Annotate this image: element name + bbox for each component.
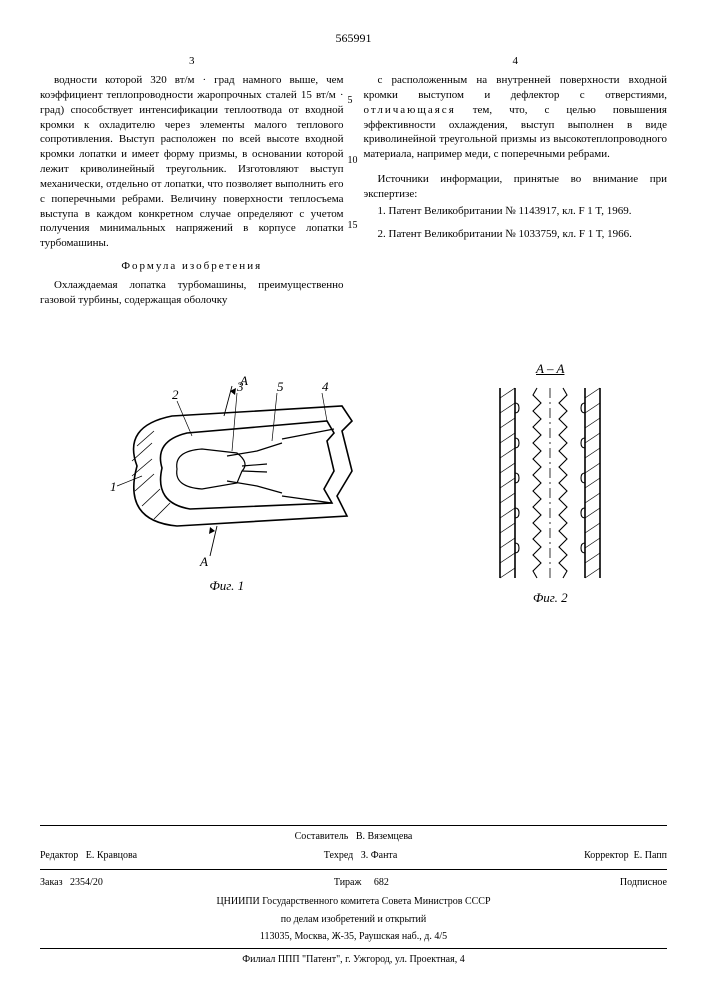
tirazh-block: Тираж 682: [334, 876, 389, 890]
figure-1: 1 2 3 5 4 A A Фиг. 1: [82, 371, 372, 595]
formula-title: Формула изобретения: [40, 259, 344, 274]
distinguishing-word: отличающаяся: [364, 104, 456, 116]
right-col-number: 4: [364, 54, 668, 69]
footer-rule-3: [40, 948, 667, 949]
editor-name: Е. Кравцова: [86, 850, 137, 861]
ref-1: 1: [110, 479, 117, 494]
corrector-name: Е. Папп: [634, 850, 667, 861]
figure-1-svg: 1 2 3 5 4 A A: [82, 371, 372, 571]
right-para-1a: с расположенным на внутренней поверхност…: [364, 74, 668, 101]
org-line-2: по делам изобретений и открытий: [40, 913, 667, 927]
footer: Составитель В. Вяземцева Редактор Е. Кра…: [40, 821, 667, 971]
subscription: Подписное: [620, 876, 667, 890]
left-para-2: Охлаждаемая лопатка турбомашины, преимущ…: [40, 278, 344, 308]
source-1: 1. Патент Великобритании № 1143917, кл. …: [364, 204, 668, 219]
branch-line: Филиал ППП "Патент", г. Ужгород, ул. Про…: [40, 953, 667, 967]
order-value: 2354/20: [70, 877, 103, 888]
fig2-section-title: A – A: [475, 360, 625, 378]
section-a-bottom: A: [199, 554, 208, 569]
sources-title: Источники информации, принятые во вниман…: [364, 172, 668, 202]
right-column: 5 10 15 4 с расположенным на внутренней …: [364, 54, 668, 310]
fig2-label: Фиг. 2: [475, 589, 625, 607]
ref-2: 2: [172, 387, 179, 402]
figure-2-svg: [475, 383, 625, 583]
line-number-15: 15: [348, 219, 358, 233]
left-column: 3 водности которой 320 вт/м · град намно…: [40, 54, 344, 310]
order-block: Заказ 2354/20: [40, 876, 103, 890]
editor-label: Редактор: [40, 850, 78, 861]
ref-4: 4: [322, 379, 329, 394]
section-a-top: A: [239, 373, 248, 388]
techred-block: Техред З. Фанта: [324, 849, 398, 863]
line-number-5: 5: [348, 94, 353, 108]
editor-block: Редактор Е. Кравцова: [40, 849, 137, 863]
figures-area: 1 2 3 5 4 A A Фиг. 1 A – A: [40, 360, 667, 607]
footer-rule-2: [40, 869, 667, 870]
order-row: Заказ 2354/20 Тираж 682 Подписное: [40, 874, 667, 892]
left-para-1: водности которой 320 вт/м · град намного…: [40, 73, 344, 251]
tirazh-label: Тираж: [334, 877, 362, 888]
techred-name: З. Фанта: [361, 850, 398, 861]
right-para-1: с расположенным на внутренней поверхност…: [364, 73, 668, 162]
left-col-number: 3: [40, 54, 344, 69]
page: 565991 3 водности которой 320 вт/м · гра…: [0, 0, 707, 1000]
techred-label: Техред: [324, 850, 353, 861]
patent-number: 565991: [40, 30, 667, 46]
compiler-label: Составитель: [295, 831, 349, 842]
line-number-10: 10: [348, 154, 358, 168]
order-label: Заказ: [40, 877, 63, 888]
compiler-name: В. Вяземцева: [356, 831, 412, 842]
source-2: 2. Патент Великобритании № 1033759, кл. …: [364, 227, 668, 242]
corrector-label: Корректор: [584, 850, 629, 861]
address-line: 113035, Москва, Ж-35, Раушская наб., д. …: [40, 930, 667, 944]
compiler-row: Составитель В. Вяземцева: [40, 830, 667, 844]
footer-rule-1: [40, 825, 667, 826]
ref-5: 5: [277, 379, 284, 394]
editor-row: Редактор Е. Кравцова Техред З. Фанта Кор…: [40, 847, 667, 865]
corrector-block: Корректор Е. Папп: [584, 849, 667, 863]
org-line-1: ЦНИИПИ Государственного комитета Совета …: [40, 895, 667, 909]
tirazh-value: 682: [374, 877, 389, 888]
text-columns: 3 водности которой 320 вт/м · град намно…: [40, 54, 667, 310]
fig1-label: Фиг. 1: [82, 577, 372, 595]
figure-2: A – A: [475, 360, 625, 607]
